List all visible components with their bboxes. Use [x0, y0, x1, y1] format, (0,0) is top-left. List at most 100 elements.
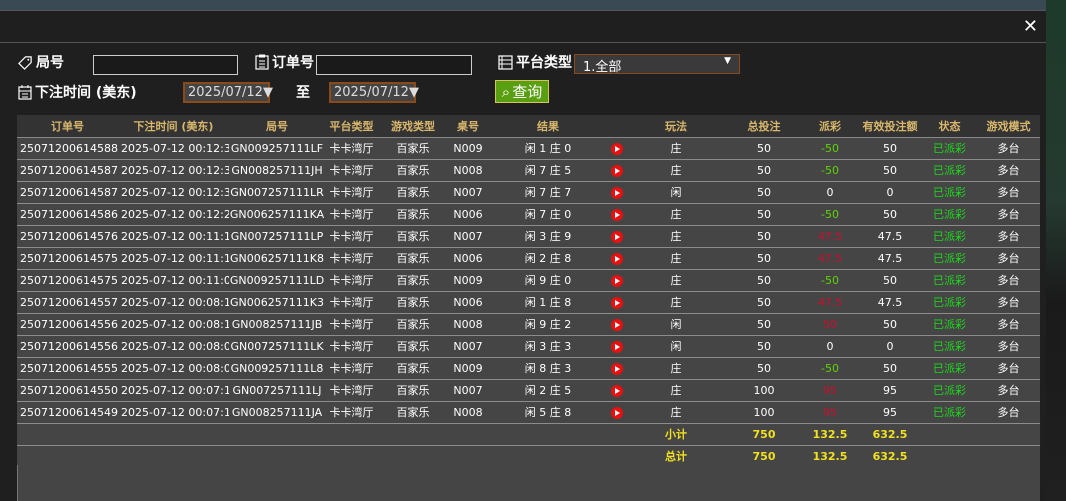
- background-game-side: [1046, 0, 1066, 501]
- game-mode-cell: 多台: [977, 225, 1040, 248]
- valid-bet-cell: 50: [858, 159, 922, 182]
- video-cell[interactable]: [608, 203, 626, 226]
- bet-time-cell: 2025-07-12 00:12:35: [118, 159, 229, 182]
- play-video-icon[interactable]: [611, 230, 623, 243]
- bet-time-cell: 2025-07-12 00:12:34: [118, 181, 229, 204]
- video-cell[interactable]: [608, 313, 626, 336]
- valid-bet-cell: 47.5: [858, 225, 922, 248]
- video-cell[interactable]: [608, 401, 626, 424]
- play-video-icon[interactable]: [611, 274, 623, 287]
- game-mode-cell: 多台: [977, 379, 1040, 402]
- round-input[interactable]: [93, 55, 238, 75]
- round-id-cell: GN006257111K3: [229, 291, 325, 314]
- video-cell[interactable]: [608, 357, 626, 380]
- status-cell: 已派彩: [922, 181, 977, 204]
- play-cell: 庄: [626, 159, 726, 182]
- payout-cell: -50: [802, 159, 858, 182]
- calendar-icon: [18, 84, 32, 100]
- table-row: 250712006145492 2025-07-12 00:07:10 GN0082…: [17, 401, 1040, 424]
- total-bet-cell: 50: [726, 225, 802, 248]
- status-cell: 已派彩: [922, 379, 977, 402]
- game-type-cell: 百家乐: [378, 203, 448, 226]
- play-video-icon[interactable]: [611, 340, 623, 353]
- subtotal-label: 小计: [626, 423, 726, 446]
- payout-cell: 0: [802, 335, 858, 358]
- order-id-cell: 250712006145764: [17, 225, 118, 248]
- round-label: 局号: [18, 52, 64, 72]
- table-no-cell: N008: [448, 159, 488, 182]
- play-video-icon[interactable]: [611, 164, 623, 177]
- date-to-select[interactable]: 2025/07/12▼: [329, 82, 419, 103]
- date-from-select[interactable]: 2025/07/12▼: [183, 82, 273, 103]
- valid-bet-cell: 50: [858, 203, 922, 226]
- valid-bet-cell: 95: [858, 379, 922, 402]
- game-mode-cell: 多台: [977, 335, 1040, 358]
- total-bet-cell: 100: [726, 379, 802, 402]
- search-button[interactable]: ⌕ 查询: [495, 80, 549, 103]
- close-icon[interactable]: ✕: [1022, 16, 1038, 37]
- dropdown-icon: ▼: [262, 85, 273, 100]
- play-video-icon[interactable]: [611, 318, 623, 331]
- video-cell[interactable]: [608, 137, 626, 160]
- play-video-icon[interactable]: [611, 208, 623, 221]
- status-cell: 已派彩: [922, 225, 977, 248]
- bet-time-cell: 2025-07-12 00:08:05: [118, 357, 229, 380]
- subtotal-row: 小计 750 132.5 632.5: [17, 423, 1040, 446]
- subtotal-valid-bet: 632.5: [858, 423, 922, 446]
- to-label: 至: [296, 85, 310, 101]
- video-cell[interactable]: [608, 379, 626, 402]
- column-header: 桌号: [448, 115, 488, 138]
- valid-bet-cell: 47.5: [858, 247, 922, 270]
- game-mode-cell: 多台: [977, 203, 1040, 226]
- total-bet-cell: 50: [726, 313, 802, 336]
- play-video-icon[interactable]: [611, 362, 623, 375]
- table-no-cell: N007: [448, 181, 488, 204]
- bet-time-cell: 2025-07-12 00:08:11: [118, 313, 229, 336]
- result-cell: 闲 9 庄 2: [488, 313, 608, 336]
- column-header: 有效投注额: [858, 115, 922, 138]
- table-no-cell: N006: [448, 291, 488, 314]
- platform-cell: 卡卡湾厅: [325, 335, 378, 358]
- order-input[interactable]: [316, 55, 472, 75]
- dropdown-icon: ▼: [408, 85, 419, 100]
- platform-select[interactable]: 1.全部 ▼: [574, 54, 740, 75]
- play-video-icon[interactable]: [611, 296, 623, 309]
- order-id-cell: 250712006145870: [17, 181, 118, 204]
- total-bet-cell: 50: [726, 357, 802, 380]
- video-cell[interactable]: [608, 269, 626, 292]
- platform-cell: 卡卡湾厅: [325, 291, 378, 314]
- game-type-cell: 百家乐: [378, 313, 448, 336]
- valid-bet-cell: 50: [858, 313, 922, 336]
- status-cell: 已派彩: [922, 291, 977, 314]
- status-cell: 已派彩: [922, 159, 977, 182]
- valid-bet-cell: 50: [858, 137, 922, 160]
- total-bet-cell: 100: [726, 401, 802, 424]
- order-id-cell: 250712006145492: [17, 401, 118, 424]
- valid-bet-cell: 50: [858, 357, 922, 380]
- total-bet-cell: 50: [726, 159, 802, 182]
- bet-time-cell: 2025-07-12 00:11:13: [118, 225, 229, 248]
- platform-cell: 卡卡湾厅: [325, 313, 378, 336]
- platform-cell: 卡卡湾厅: [325, 225, 378, 248]
- video-cell[interactable]: [608, 291, 626, 314]
- play-video-icon[interactable]: [611, 186, 623, 199]
- video-cell[interactable]: [608, 159, 626, 182]
- column-header: 下注时间 (美东): [118, 115, 229, 138]
- play-video-icon[interactable]: [611, 406, 623, 419]
- status-cell: 已派彩: [922, 269, 977, 292]
- play-video-icon[interactable]: [611, 384, 623, 397]
- video-cell[interactable]: [608, 247, 626, 270]
- play-video-icon[interactable]: [611, 142, 623, 155]
- modal-header: ✕: [0, 11, 1046, 43]
- bet-time-cell: 2025-07-12 00:12:29: [118, 203, 229, 226]
- video-cell[interactable]: [608, 181, 626, 204]
- platform-cell: 卡卡湾厅: [325, 203, 378, 226]
- video-cell[interactable]: [608, 335, 626, 358]
- play-video-icon[interactable]: [611, 252, 623, 265]
- subtotal-payout: 132.5: [802, 423, 858, 446]
- total-payout: 132.5: [802, 445, 858, 468]
- result-cell: 闲 8 庄 3: [488, 357, 608, 380]
- play-cell: 庄: [626, 401, 726, 424]
- video-cell[interactable]: [608, 225, 626, 248]
- table-row: 250712006145881 2025-07-12 00:12:38 GN0092…: [17, 137, 1040, 160]
